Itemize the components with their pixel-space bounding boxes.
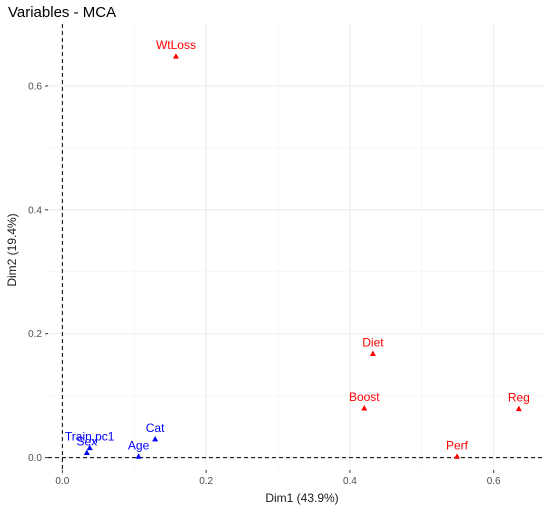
y-axis-title: Dim2 (19.4%): [5, 213, 19, 286]
x-tick-label: 0.2: [199, 476, 213, 487]
plot-panel: [48, 24, 544, 470]
x-axis-ticks: 0.0 0.2 0.4 0.6: [55, 470, 501, 487]
y-tick-label: 0.6: [28, 81, 42, 92]
y-axis-ticks: 0.0 0.2 0.4 0.6: [28, 81, 48, 464]
point-label-diet: Diet: [362, 336, 384, 350]
x-axis-title: Dim1 (43.9%): [265, 491, 338, 505]
point-label-cat: Cat: [146, 421, 165, 435]
point-label-age: Age: [128, 438, 150, 452]
point-label-boost: Boost: [349, 390, 380, 404]
x-tick-label: 0.0: [55, 476, 69, 487]
grid-minor: [48, 24, 544, 470]
x-tick-label: 0.4: [343, 476, 357, 487]
point-marker-boost: [361, 405, 368, 411]
point-label-wtloss: WtLoss: [156, 38, 196, 52]
point-marker-diet: [369, 350, 376, 356]
point-marker-perf: [454, 453, 461, 459]
x-tick-label: 0.6: [487, 476, 501, 487]
grid-major: [48, 24, 544, 470]
y-tick-label: 0.2: [28, 329, 42, 340]
y-tick-label: 0.4: [28, 205, 42, 216]
point-label-sex: Sex: [76, 435, 97, 449]
point-marker-wtloss: [172, 53, 179, 59]
point-label-train-pc1: Train.pc1: [65, 430, 115, 444]
reference-lines: [48, 24, 544, 470]
point-marker-age: [135, 453, 142, 459]
chart-title: Variables - MCA: [8, 4, 116, 21]
y-tick-label: 0.0: [28, 453, 42, 464]
plot-background: [48, 24, 544, 470]
point-marker-reg: [515, 405, 522, 412]
point-marker-train-pc1: [86, 444, 93, 451]
point-marker-cat: [152, 436, 159, 442]
point-marker-sex: [83, 449, 90, 456]
point-label-perf: Perf: [446, 438, 469, 452]
point-label-reg: Reg: [508, 391, 530, 405]
